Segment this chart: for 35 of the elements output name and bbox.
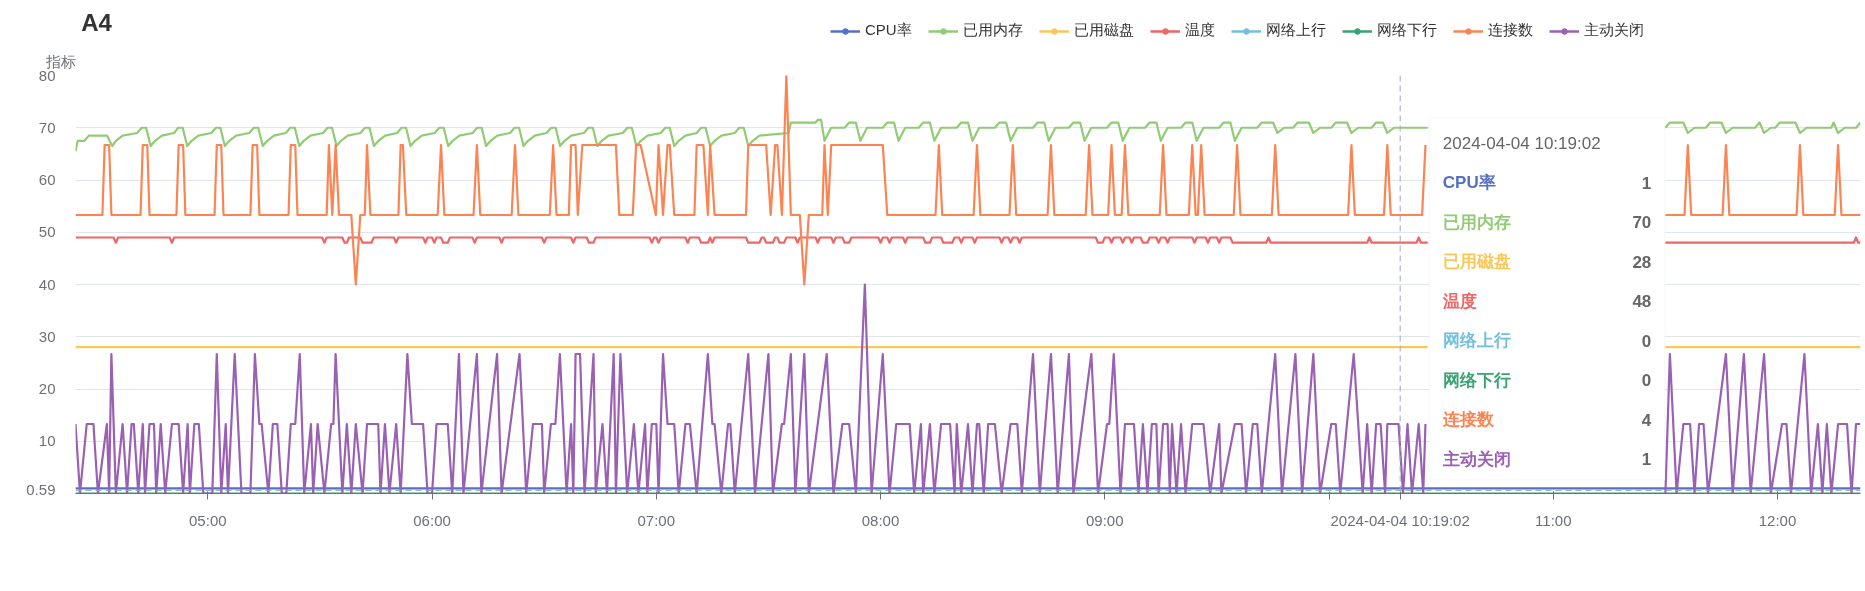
y-axis-title: 指标 (44, 52, 76, 70)
x-tick-label: 08:00 (861, 511, 900, 529)
legend-label: 网络下行 (1376, 21, 1437, 40)
y-tick-label: 40 (38, 275, 56, 293)
legend-label: CPU率 (865, 21, 912, 40)
ref-line-label: 0.59 (26, 481, 56, 499)
text: 温度 48 (1442, 291, 1652, 312)
x-tick-label: 05:00 (189, 511, 227, 529)
chart-title: A4 (81, 9, 113, 36)
text: 已用磁盘 28 (1442, 252, 1652, 272)
y-tick-label: 10 (38, 432, 56, 450)
text: 主动关闭 1 (1442, 449, 1652, 470)
x-tick-label: 12:00 (1758, 511, 1797, 529)
text: 网络上行 0 (1442, 331, 1652, 351)
y-tick-label: 20 (38, 380, 56, 397)
legend-label: 主动关闭 (1583, 21, 1644, 40)
legend-label: 网络上行 (1265, 21, 1326, 40)
text: CPU率 1 (1442, 173, 1652, 193)
y-tick-label: 70 (38, 118, 56, 136)
text: 已用内存 70 (1442, 212, 1652, 233)
x-tick-label: 06:00 (413, 511, 451, 529)
y-tick-label: 30 (38, 327, 56, 345)
annotation: 2024-04-04 10:19:02 (1442, 133, 1601, 153)
legend-label: 已用内存 (962, 21, 1023, 40)
x-tick-label: 07:00 (637, 511, 676, 529)
ref-line-label: 2024-04-04 10:19:02 (1330, 511, 1470, 529)
text: 网络下行 0 (1442, 370, 1652, 391)
y-tick-label: 60 (38, 171, 56, 188)
legend-label: 连接数 (1487, 21, 1533, 40)
y-tick-label: 50 (38, 223, 56, 241)
x-tick-label: 11:00 (1535, 511, 1572, 529)
legend-label: 温度 (1184, 21, 1215, 40)
text: 连接数 4 (1442, 410, 1652, 430)
x-tick-label: 09:00 (1086, 511, 1124, 529)
legend-label: 已用磁盘 (1073, 21, 1134, 40)
